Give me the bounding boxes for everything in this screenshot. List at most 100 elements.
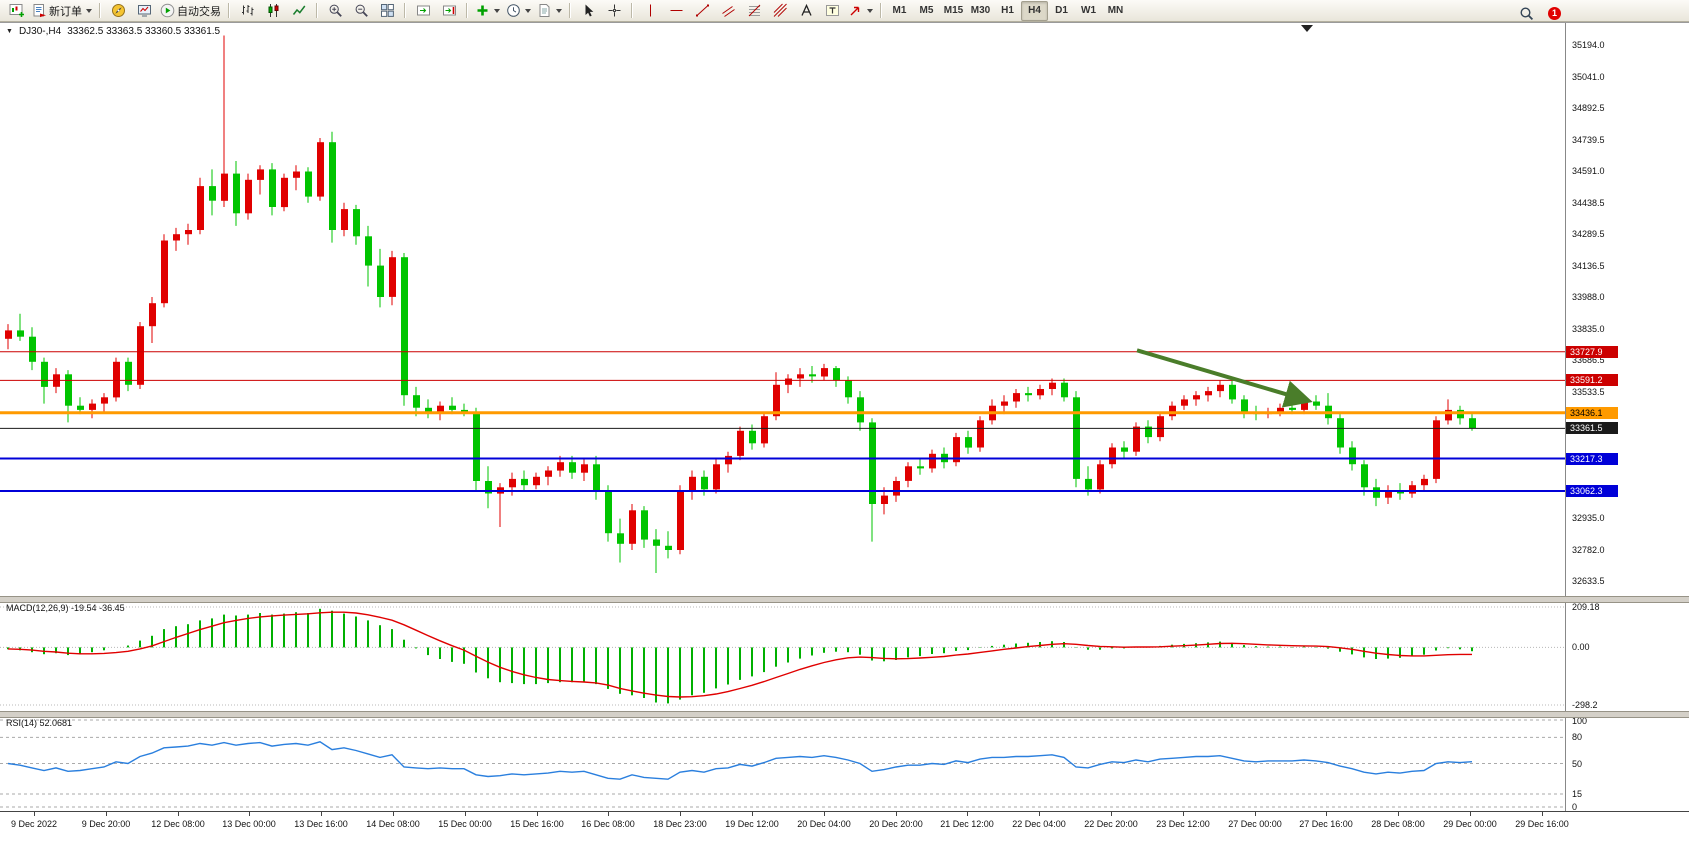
time-tick bbox=[680, 812, 681, 816]
rsi-value: 52.0681 bbox=[39, 718, 73, 728]
timeframe-button-M15[interactable]: M15 bbox=[943, 5, 964, 16]
chart-shift-button[interactable] bbox=[436, 1, 462, 21]
price-chart-canvas[interactable] bbox=[0, 23, 1565, 596]
macd-pane[interactable]: MACD(12,26,9) -19.54 -36.45 bbox=[0, 601, 1565, 711]
time-axis-label: 13 Dec 00:00 bbox=[222, 819, 276, 829]
channel-tool-button[interactable] bbox=[715, 1, 741, 21]
price-tick-label: 34438.5 bbox=[1572, 198, 1605, 209]
crosshair-tool-button[interactable] bbox=[601, 1, 627, 21]
search-button[interactable] bbox=[1513, 3, 1539, 23]
macd-pane-splitter[interactable] bbox=[0, 596, 1689, 603]
macd-scale-label: 209.18 bbox=[1572, 602, 1600, 612]
vertical-line-tool-button[interactable] bbox=[637, 1, 663, 21]
chevron-down-icon bbox=[494, 8, 500, 13]
time-tick bbox=[967, 812, 968, 816]
toolbar-separator bbox=[316, 3, 318, 18]
arrows-tool-button[interactable] bbox=[845, 1, 876, 21]
new-chart-button[interactable] bbox=[3, 1, 29, 21]
trend-arrow-annotation[interactable] bbox=[1136, 348, 1313, 408]
time-tick bbox=[1039, 812, 1040, 816]
price-tick-label: 32633.5 bbox=[1572, 575, 1605, 586]
time-axis[interactable]: 9 Dec 2022 9 Dec 20:00 12 Dec 08:00 13 Dec … bbox=[0, 811, 1689, 834]
price-tick-label: 34591.0 bbox=[1572, 166, 1605, 177]
toolbar-separator bbox=[631, 3, 633, 18]
macd-canvas[interactable] bbox=[0, 601, 1565, 711]
horizontal-line-tool-button[interactable] bbox=[663, 1, 689, 21]
rsi-pane-splitter[interactable] bbox=[0, 711, 1689, 718]
time-tick bbox=[1183, 812, 1184, 816]
auto-scroll-button[interactable] bbox=[410, 1, 436, 21]
fibonacci-tool-button[interactable] bbox=[741, 1, 767, 21]
rsi-line bbox=[7, 741, 1473, 780]
time-tick bbox=[1542, 812, 1543, 816]
time-tick bbox=[249, 812, 250, 816]
mql-community-button[interactable] bbox=[105, 1, 131, 21]
time-axis-label: 27 Dec 00:00 bbox=[1228, 819, 1282, 829]
rsi-canvas[interactable] bbox=[0, 716, 1565, 811]
toolbar-separator bbox=[228, 3, 230, 18]
zoom-out-button[interactable] bbox=[348, 1, 374, 21]
price-level-label: 33591.2 bbox=[1566, 374, 1618, 387]
macd-histogram bbox=[7, 608, 1473, 704]
text-tool-button[interactable] bbox=[793, 1, 819, 21]
autotrading-button-label: 自动交易 bbox=[177, 5, 221, 18]
time-tick bbox=[178, 812, 179, 816]
rsi-label: RSI(14) 52.0681 bbox=[6, 718, 72, 728]
time-axis-label: 15 Dec 00:00 bbox=[438, 819, 492, 829]
bar-chart-mode-button[interactable] bbox=[234, 1, 260, 21]
rsi-scale-label: 0 bbox=[1572, 802, 1578, 812]
price-tick-label: 34136.5 bbox=[1572, 261, 1605, 272]
macd-scale-label: -298.2 bbox=[1572, 700, 1598, 710]
timeframe-button-W1[interactable]: W1 bbox=[1081, 5, 1096, 16]
templates-button[interactable] bbox=[534, 1, 565, 21]
timeframe-button-M1[interactable]: M1 bbox=[892, 5, 907, 16]
notifications-badge[interactable]: 1 bbox=[1548, 6, 1561, 20]
gann-grid-tool-button[interactable] bbox=[767, 1, 793, 21]
chart-window: ▼ DJ30-,H4 33362.5 33363.5 33360.5 33361… bbox=[0, 22, 1689, 856]
timeframe-button-M30[interactable]: M30 bbox=[970, 5, 991, 16]
macd-axis[interactable]: 209.18 0.00 -298.2 bbox=[1565, 601, 1689, 711]
indicators-button[interactable] bbox=[472, 1, 503, 21]
trendline-tool-button[interactable] bbox=[689, 1, 715, 21]
rsi-scale-label: 50 bbox=[1572, 758, 1583, 769]
rsi-scale-label: 15 bbox=[1572, 788, 1583, 799]
periods-button[interactable] bbox=[503, 1, 534, 21]
time-tick bbox=[1398, 812, 1399, 816]
rsi-pane[interactable]: RSI(14) 52.0681 bbox=[0, 716, 1565, 811]
cursor-tool-button[interactable] bbox=[575, 1, 601, 21]
main-chart-pane[interactable]: ▼ DJ30-,H4 33362.5 33363.5 33360.5 33361… bbox=[0, 23, 1565, 596]
time-tick bbox=[537, 812, 538, 816]
price-tick-label: 32935.0 bbox=[1572, 512, 1605, 523]
chevron-down-icon bbox=[867, 8, 873, 13]
timeframe-button-D1[interactable]: D1 bbox=[1055, 5, 1068, 16]
line-chart-mode-button[interactable] bbox=[286, 1, 312, 21]
market-watch-button[interactable] bbox=[131, 1, 157, 21]
time-axis-label: 9 Dec 2022 bbox=[10, 819, 58, 829]
chart-shift-marker-icon[interactable] bbox=[1301, 25, 1313, 32]
time-axis-label: 14 Dec 08:00 bbox=[366, 819, 420, 829]
collapse-arrow-icon[interactable]: ▼ bbox=[6, 28, 13, 35]
macd-scale-label: 0.00 bbox=[1572, 642, 1590, 653]
timeframe-button-H4[interactable]: H4 bbox=[1021, 0, 1048, 21]
autotrading-button[interactable]: 自动交易 bbox=[157, 1, 224, 21]
timeframe-button-H1[interactable]: H1 bbox=[1001, 5, 1014, 16]
price-tick-label: 35041.0 bbox=[1572, 72, 1605, 83]
time-tick bbox=[1111, 812, 1112, 816]
new-order-button[interactable]: 新订单 bbox=[29, 1, 95, 21]
candlestick-mode-button[interactable] bbox=[260, 1, 286, 21]
toolbar-separator bbox=[880, 3, 882, 18]
timeframe-button-M5[interactable]: M5 bbox=[919, 5, 934, 16]
time-tick bbox=[34, 812, 35, 816]
new-order-button-label: 新订单 bbox=[49, 5, 82, 18]
time-tick bbox=[1255, 812, 1256, 816]
price-level-label: 33727.9 bbox=[1566, 345, 1618, 358]
label-tool-button[interactable] bbox=[819, 1, 845, 21]
zoom-in-button[interactable] bbox=[322, 1, 348, 21]
rsi-axis[interactable]: 100 80 50 15 0 bbox=[1565, 716, 1689, 812]
toolbar-right: 1 bbox=[1513, 3, 1561, 23]
timeframe-button-MN[interactable]: MN bbox=[1107, 5, 1124, 16]
price-axis[interactable]: 35194.0 35041.0 34892.5 34739.5 34591.0 34438… bbox=[1565, 23, 1689, 596]
time-axis-label: 22 Dec 20:00 bbox=[1084, 819, 1138, 829]
time-axis-label: 19 Dec 12:00 bbox=[725, 819, 779, 829]
tile-windows-button[interactable] bbox=[374, 1, 400, 21]
